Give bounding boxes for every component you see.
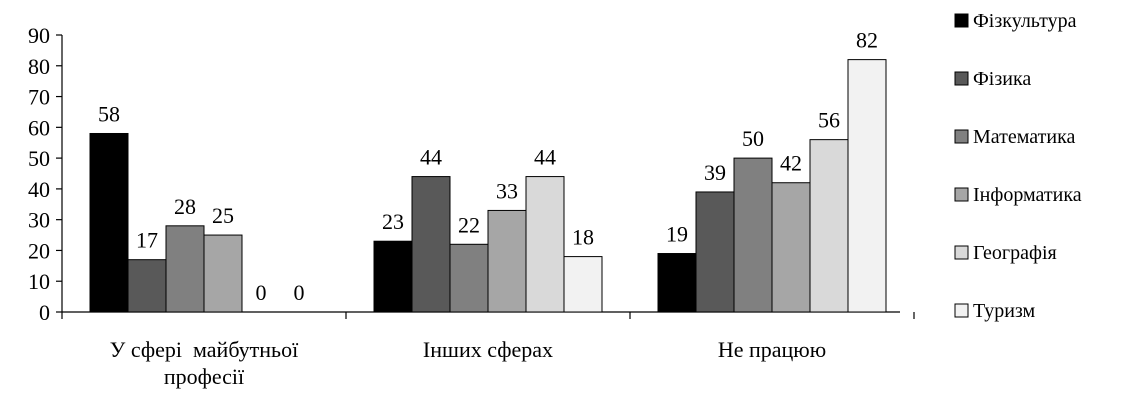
- bar: [563, 256, 603, 313]
- bar: [733, 157, 773, 313]
- data-label: 28: [174, 194, 196, 219]
- legend-swatch: [954, 71, 969, 86]
- bar: [695, 191, 735, 313]
- data-label: 19: [666, 222, 688, 247]
- legend-label: Фізика: [973, 68, 1031, 90]
- data-label: 18: [572, 225, 594, 250]
- data-label: 17: [136, 228, 158, 253]
- bars-group: [89, 59, 887, 313]
- bar: [487, 209, 527, 313]
- data-label: 22: [458, 212, 480, 237]
- data-label: 82: [856, 28, 878, 53]
- data-labels-group: 58 23 19 17 44 39 28 22 50 25 33 42 0 44 56 0 18 82: [98, 28, 878, 305]
- bar: [165, 225, 205, 313]
- data-label: 58: [98, 101, 120, 126]
- y-tick-label: 10: [28, 269, 50, 294]
- bar: [411, 176, 451, 313]
- legend: Фізкультура Фізика Математика Інформатика Ге…: [954, 10, 1082, 322]
- bar: [809, 139, 849, 313]
- y-tick-label: 80: [28, 54, 50, 79]
- y-tick-label: 40: [28, 177, 50, 202]
- data-label: 0: [294, 280, 305, 305]
- bar: [89, 132, 129, 313]
- legend-label: Математика: [973, 126, 1075, 148]
- bar: [373, 240, 413, 313]
- legend-swatch: [954, 187, 969, 202]
- data-label: 25: [212, 203, 234, 228]
- y-tick-label: 70: [28, 85, 50, 110]
- data-label: 39: [704, 160, 726, 185]
- legend-swatch: [954, 245, 969, 260]
- x-category-label: Не працюю: [718, 337, 826, 362]
- legend-label: Інформатика: [973, 184, 1082, 206]
- x-category-label: У сфері майбутньої професії: [110, 337, 299, 389]
- legend-swatch: [954, 13, 969, 28]
- bar: [127, 259, 167, 313]
- y-tick-label: 50: [28, 146, 50, 171]
- y-tick-label: 20: [28, 238, 50, 263]
- x-axis: У сфері майбутньої професії Інших сферах Не…: [61, 311, 915, 389]
- data-label: 56: [818, 108, 840, 133]
- data-label: 42: [780, 151, 802, 176]
- data-label: 0: [256, 280, 267, 305]
- bar: [449, 243, 489, 313]
- legend-label: Туризм: [973, 300, 1036, 322]
- bar: [771, 182, 811, 313]
- legend-swatch: [954, 129, 969, 144]
- bar: [657, 253, 697, 313]
- data-label: 44: [420, 145, 442, 170]
- x-category-label: Інших сферах: [423, 337, 553, 362]
- bar: [847, 59, 887, 313]
- y-tick-label: 30: [28, 208, 50, 233]
- legend-label: Географія: [973, 242, 1057, 264]
- bar: [525, 176, 565, 313]
- y-axis: 0 10 20 30 40 50 60 70 80 90: [28, 23, 63, 325]
- bar: [203, 234, 243, 313]
- data-label: 33: [496, 178, 518, 203]
- y-tick-label: 60: [28, 115, 50, 140]
- y-tick-label: 90: [28, 23, 50, 48]
- data-label: 44: [534, 145, 556, 170]
- data-label: 50: [742, 126, 764, 151]
- legend-swatch: [954, 303, 969, 318]
- data-label: 23: [382, 209, 404, 234]
- legend-label: Фізкультура: [973, 10, 1077, 32]
- y-tick-label: 0: [39, 300, 50, 325]
